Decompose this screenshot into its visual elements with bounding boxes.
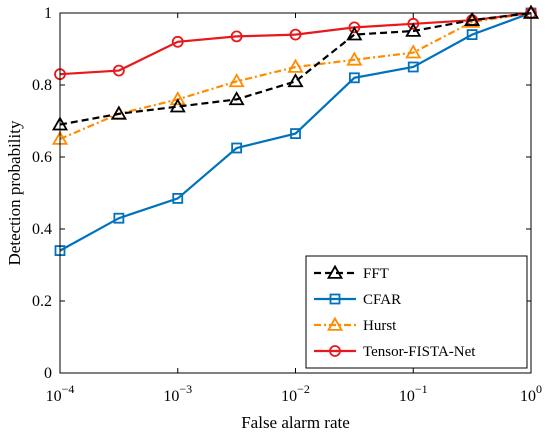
y-tick-label: 1 <box>44 5 52 22</box>
legend: FFT CFAR Hurst Tensor-FISTA-Net <box>305 255 528 369</box>
legend-item-cfar: CFAR <box>314 292 401 308</box>
legend-label: Hurst <box>363 318 397 334</box>
data-point-hurst <box>287 58 304 73</box>
data-point-cfar <box>231 142 243 154</box>
legend-marker <box>329 293 341 305</box>
data-point-cfar <box>172 192 184 204</box>
data-point-hurst <box>169 91 186 106</box>
data-point-tensor-fista-net <box>348 21 361 34</box>
data-point-tensor-fista-net <box>171 35 184 48</box>
y-tick-label: 0.6 <box>32 149 52 166</box>
data-point-cfar <box>407 61 419 73</box>
series-layer <box>51 4 540 257</box>
data-point-fft <box>464 11 481 26</box>
data-point-fft <box>169 98 186 113</box>
x-tick-label: 100 <box>520 382 542 405</box>
series-line-tensor-fista-net <box>59 11 532 76</box>
data-point-cfar <box>466 29 478 41</box>
data-point-cfar <box>113 212 125 224</box>
data-point-cfar <box>348 72 360 84</box>
data-point-tensor-fista-net <box>230 30 243 43</box>
y-axis-label: Detection probability <box>5 120 24 265</box>
data-point-tensor-fista-net <box>289 28 302 41</box>
legend-label: FFT <box>363 266 389 282</box>
x-tick-label: 10−4 <box>46 382 75 405</box>
legend-label: Tensor-FISTA-Net <box>363 344 476 360</box>
data-point-fft <box>346 26 363 41</box>
legend-marker <box>326 316 344 331</box>
series-tensor-fista-net <box>54 7 537 81</box>
x-tick-label: 10−1 <box>399 382 428 405</box>
series-line-hurst <box>59 11 532 141</box>
legend-label: CFAR <box>363 292 401 308</box>
x-tick-label: 10−2 <box>281 382 310 405</box>
y-tick-label: 0.2 <box>32 293 52 310</box>
y-tick-label: 0.8 <box>32 77 52 94</box>
data-point-hurst <box>346 51 363 66</box>
data-point-hurst <box>405 44 422 59</box>
series-line-cfar <box>59 11 532 252</box>
data-point-fft <box>228 91 245 106</box>
ticks-layer: 10−4 10−3 10−2 10−1 100 0 0.2 0.4 0.6 0.8 1 <box>32 5 542 405</box>
y-tick-label: 0 <box>44 365 52 382</box>
x-axis-label: False alarm rate <box>241 413 350 432</box>
legend-item-hurst: Hurst <box>314 316 397 334</box>
y-tick-label: 0.4 <box>32 221 52 238</box>
data-point-tensor-fista-net <box>407 17 420 30</box>
legend-box <box>305 255 528 369</box>
data-point-cfar <box>290 128 301 140</box>
series-line-fft <box>59 11 532 126</box>
series-cfar <box>54 7 537 257</box>
series-fft <box>51 4 540 131</box>
data-point-tensor-fista-net <box>112 64 125 77</box>
x-tick-label: 10−3 <box>163 382 192 405</box>
data-point-fft <box>287 73 304 88</box>
data-point-hurst <box>228 73 245 88</box>
legend-marker <box>326 264 344 279</box>
legend-marker <box>329 345 341 357</box>
data-point-fft <box>110 105 127 120</box>
legend-item-fft: FFT <box>314 264 389 282</box>
data-point-fft <box>405 22 422 37</box>
legend-item-tensor-fista-net: Tensor-FISTA-Net <box>314 344 476 360</box>
